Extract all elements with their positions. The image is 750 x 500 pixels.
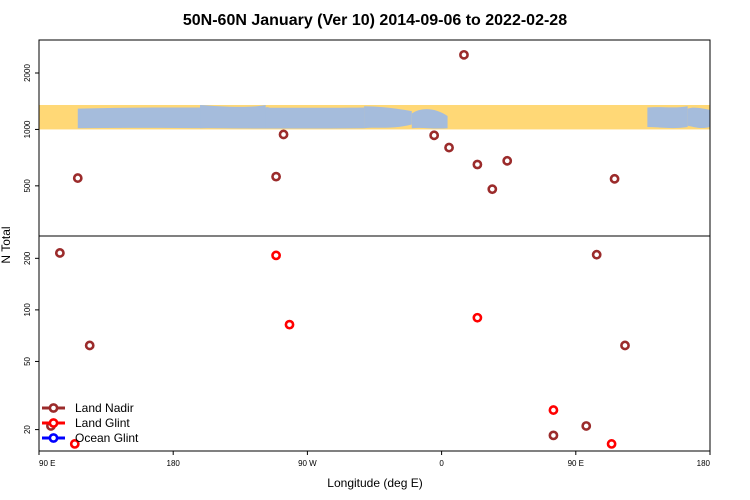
point-land-glint-3 bbox=[548, 405, 559, 415]
legend-marker-0 bbox=[48, 403, 59, 413]
plot-frame bbox=[38, 39, 711, 452]
map-ocean-4 bbox=[411, 109, 448, 129]
point-land-nadir-0 bbox=[72, 173, 83, 183]
map-ocean-1 bbox=[364, 106, 412, 129]
point-land-nadir-2 bbox=[84, 340, 95, 351]
chart-title: 50N-60N January (Ver 10) 2014-09-06 to 2… bbox=[183, 12, 567, 29]
y-tick-label-1000: 1000 bbox=[23, 120, 32, 138]
point-land-glint-5 bbox=[69, 439, 80, 449]
point-land-nadir-1 bbox=[54, 248, 65, 258]
y-tick-label-50: 50 bbox=[23, 356, 32, 365]
point-land-nadir-6 bbox=[429, 130, 440, 141]
legend-marker-1 bbox=[48, 418, 59, 428]
map-ocean-3 bbox=[265, 107, 275, 129]
point-land-nadir-7 bbox=[444, 142, 454, 153]
point-land-glint-2 bbox=[472, 312, 483, 323]
map-ocean-2 bbox=[200, 104, 266, 129]
y-tick-label-200: 200 bbox=[23, 251, 32, 265]
point-land-nadir-16 bbox=[548, 430, 559, 441]
map-ocean-6 bbox=[687, 107, 710, 129]
x-tick-label-4: 90 E bbox=[568, 459, 584, 468]
point-land-nadir-12 bbox=[609, 173, 620, 184]
x-tick-label-2: 90 W bbox=[298, 459, 317, 468]
point-land-nadir-10 bbox=[487, 184, 498, 195]
x-tick-label-0: 90 E bbox=[39, 459, 55, 468]
x-tick-label-1: 180 bbox=[167, 459, 181, 468]
point-land-nadir-15 bbox=[581, 421, 592, 431]
point-land-nadir-13 bbox=[591, 249, 602, 260]
y-tick-label-2000: 2000 bbox=[23, 64, 32, 82]
x-tick-label-3: 0 bbox=[439, 459, 444, 468]
point-land-nadir-4 bbox=[271, 171, 281, 182]
data-points bbox=[46, 49, 630, 449]
y-axis: 500 1000 2000 20 50 100 200 bbox=[23, 64, 39, 434]
x-tick-label-5: 180 bbox=[697, 459, 711, 468]
y-tick-label-20: 20 bbox=[23, 425, 32, 434]
y-axis-label: N Total bbox=[0, 226, 13, 263]
point-land-glint-0 bbox=[271, 250, 281, 261]
y-tick-label-100: 100 bbox=[23, 303, 32, 317]
world-map-strip bbox=[39, 104, 710, 130]
y-tick-label-500: 500 bbox=[23, 179, 32, 193]
legend-label-2: Ocean Glint bbox=[75, 431, 139, 445]
x-axis-label: Longitude (deg E) bbox=[327, 476, 422, 490]
point-land-nadir-11 bbox=[502, 155, 513, 166]
point-land-glint-1 bbox=[284, 319, 295, 330]
legend-label-0: Land Nadir bbox=[75, 401, 134, 415]
map-ocean-5 bbox=[647, 106, 688, 129]
legend-label-1: Land Glint bbox=[75, 416, 130, 430]
point-land-nadir-8 bbox=[459, 49, 469, 60]
point-land-nadir-5 bbox=[278, 129, 289, 140]
x-axis: 90 E 180 90 W 0 90 E 180 bbox=[38, 451, 711, 468]
point-land-nadir-9 bbox=[472, 159, 483, 170]
point-land-glint-4 bbox=[606, 439, 617, 449]
point-land-nadir-14 bbox=[620, 340, 630, 351]
legend-marker-2 bbox=[48, 433, 59, 443]
